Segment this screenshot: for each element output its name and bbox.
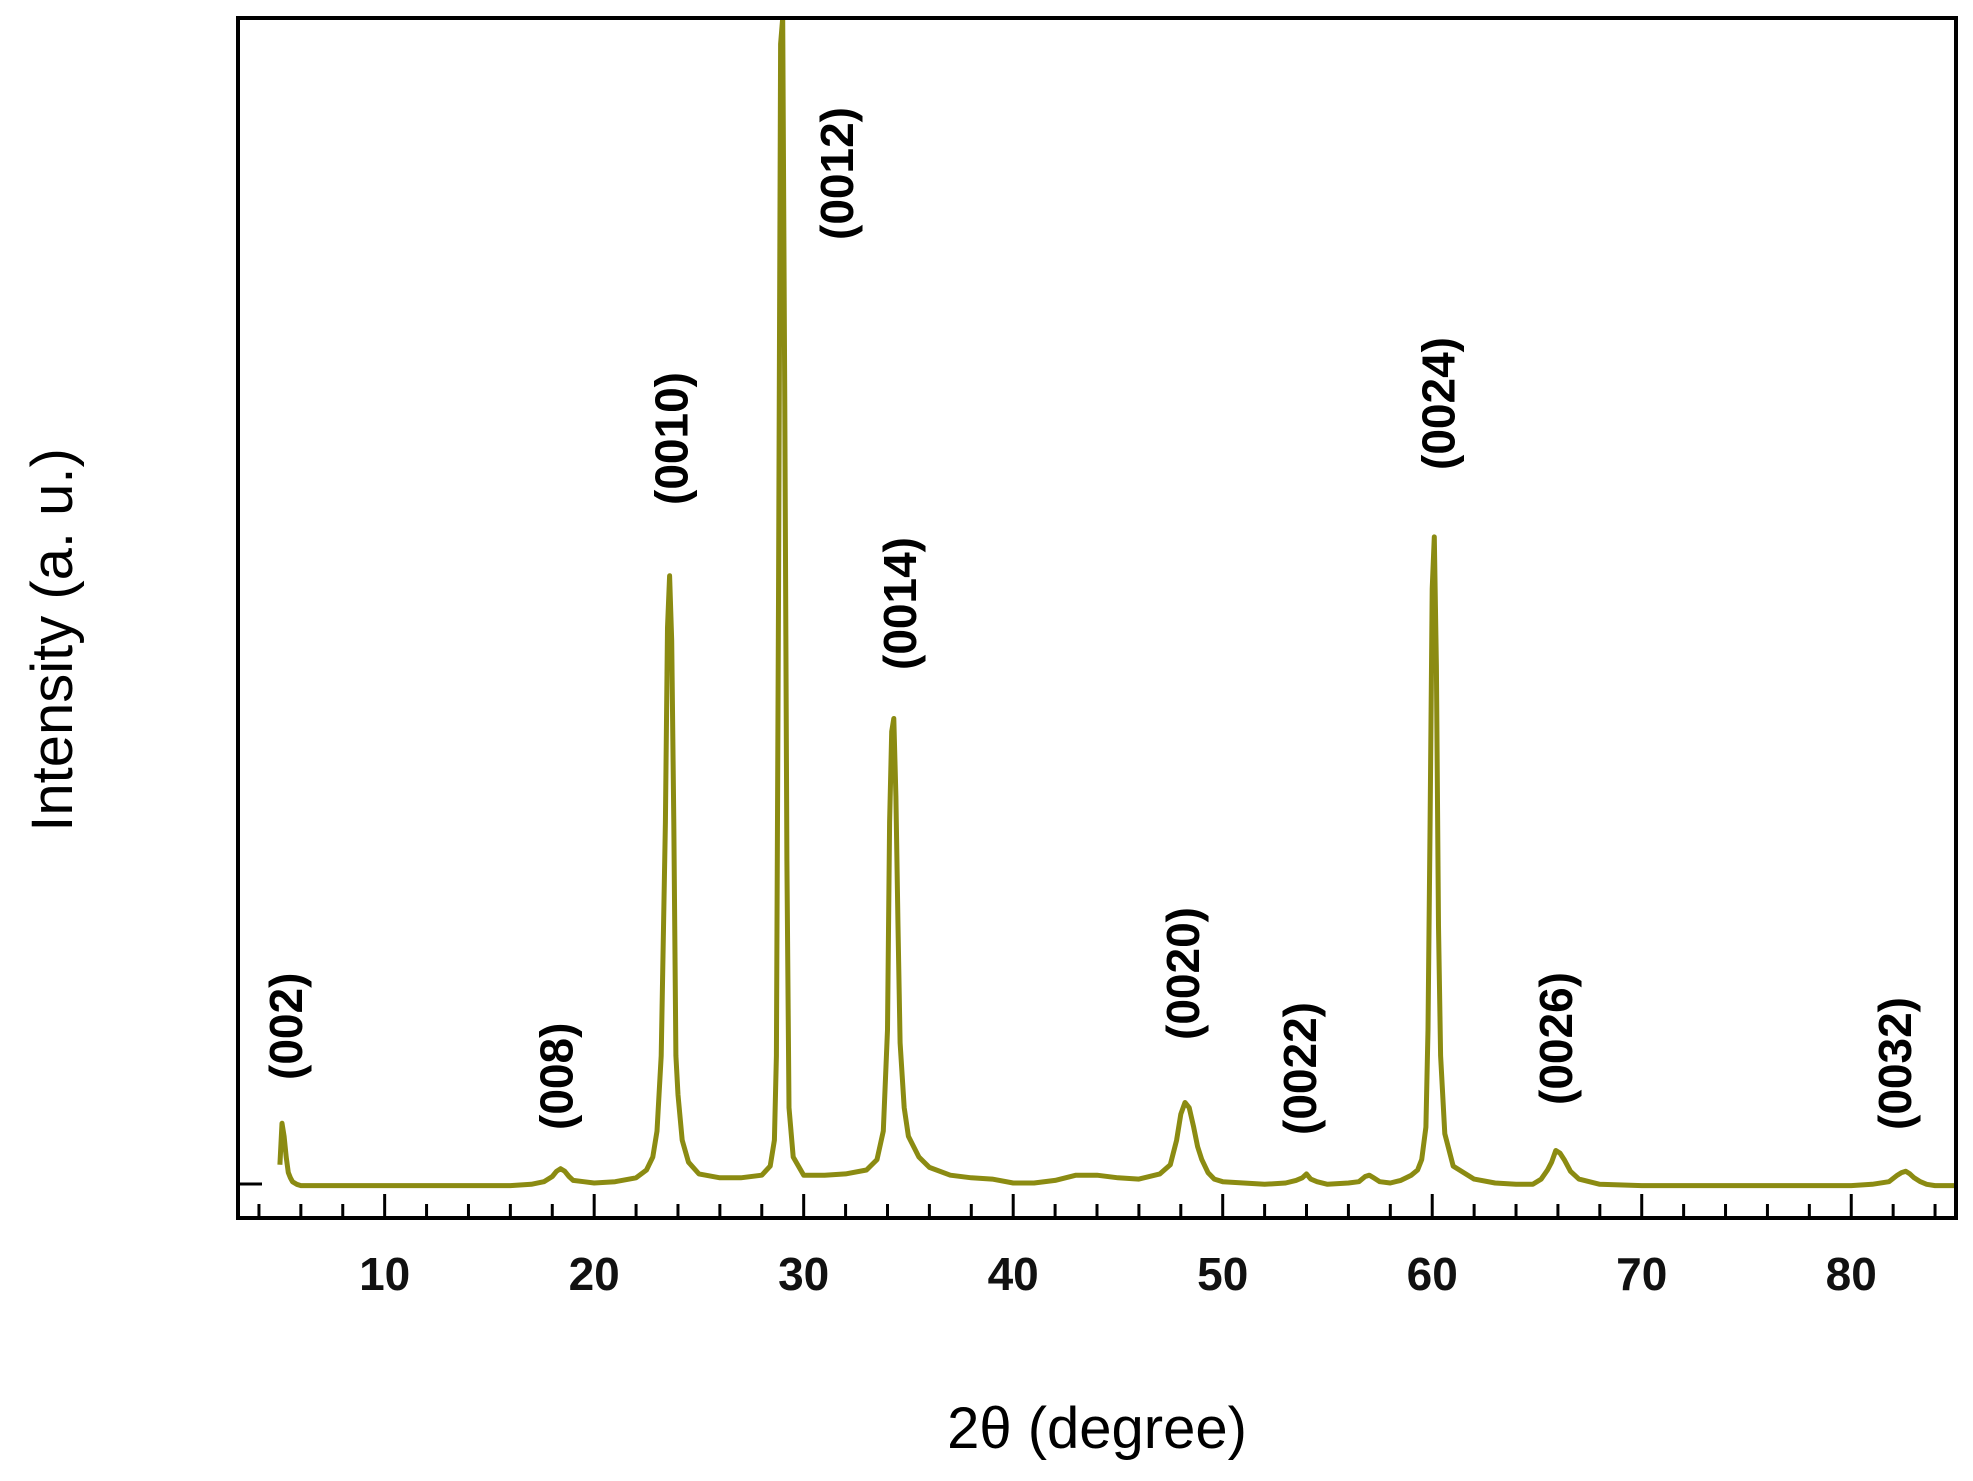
x-tick-label: 40	[988, 1248, 1039, 1300]
x-axis-tick-labels: 10 20 30 40 50 60 70 80	[359, 1248, 1877, 1300]
peak-label: (0024)	[1413, 337, 1465, 470]
peak-label: (0032)	[1869, 997, 1921, 1130]
peak-label: (0012)	[811, 107, 863, 240]
peak-label: (0010)	[646, 372, 698, 505]
x-tick-label: 70	[1616, 1248, 1667, 1300]
peak-labels: (002) (008) (0010) (0012) (0014) (0020) (0022)…	[260, 107, 1921, 1135]
peak-label: (002)	[260, 973, 312, 1080]
x-tick-label: 20	[569, 1248, 620, 1300]
peak-label: (0014)	[874, 537, 926, 670]
x-axis-ticks	[257, 1194, 1937, 1218]
x-tick-label: 30	[778, 1248, 829, 1300]
x-tick-label: 50	[1197, 1248, 1248, 1300]
peak-label: (0022)	[1274, 1002, 1326, 1135]
x-tick-label: 80	[1826, 1248, 1877, 1300]
x-tick-label: 10	[359, 1248, 410, 1300]
peak-label: (0020)	[1157, 907, 1209, 1040]
x-axis-title: 2θ (degree)	[947, 1396, 1247, 1461]
peak-label: (0026)	[1530, 972, 1582, 1105]
peak-label: (008)	[531, 1023, 583, 1130]
y-axis-title: Intensity (a. u.)	[20, 448, 85, 832]
x-tick-label: 60	[1407, 1248, 1458, 1300]
xrd-pattern-line	[277, 18, 1956, 1189]
data-series	[277, 18, 1956, 1189]
